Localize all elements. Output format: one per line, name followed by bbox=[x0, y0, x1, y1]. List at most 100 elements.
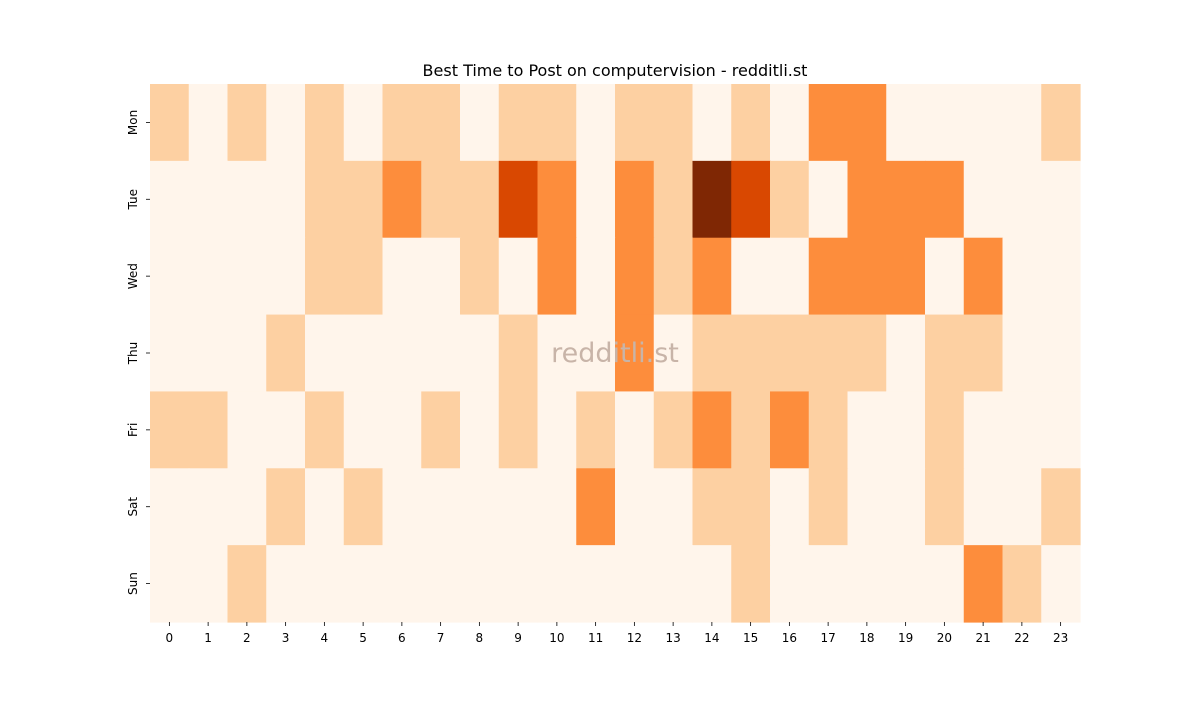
y-axis: Mon Tue Wed Thu Fri Sat Sun bbox=[126, 110, 150, 595]
heatmap-cell-sun-20 bbox=[925, 545, 965, 623]
x-tick-label-20: 20 bbox=[937, 631, 952, 645]
heatmap-cell-sun-14 bbox=[692, 545, 732, 623]
y-tick-label-tue: Tue bbox=[126, 189, 140, 211]
x-tick-label-22: 22 bbox=[1014, 631, 1029, 645]
heatmap-cell-fri-1 bbox=[188, 391, 229, 469]
heatmap-cell-tue-17 bbox=[808, 160, 849, 239]
heatmap-cell-wed-4 bbox=[305, 237, 345, 316]
heatmap-cell-sun-22 bbox=[1002, 545, 1042, 623]
heatmap-cell-fri-6 bbox=[382, 391, 422, 469]
heatmap-cell-tue-10 bbox=[537, 160, 577, 239]
heatmap-cell-sat-20 bbox=[925, 468, 965, 546]
heatmap-cell-thu-0 bbox=[150, 314, 190, 393]
heatmap-cell-wed-15 bbox=[731, 237, 771, 316]
heatmap-cell-sat-1 bbox=[188, 468, 229, 546]
x-tick-label-15: 15 bbox=[743, 631, 758, 645]
heatmap-cell-thu-14 bbox=[692, 314, 732, 393]
x-tick-label-6: 6 bbox=[398, 631, 406, 645]
heatmap-cell-sun-4 bbox=[305, 545, 345, 623]
heatmap-cell-tue-3 bbox=[266, 160, 306, 239]
heatmap-cell-fri-10 bbox=[537, 391, 577, 469]
heatmap-cell-tue-18 bbox=[847, 160, 887, 239]
heatmap-cell-wed-18 bbox=[847, 237, 887, 316]
x-tick-label-19: 19 bbox=[898, 631, 913, 645]
heatmap-cell-tue-14 bbox=[692, 160, 732, 239]
heatmap-cell-sun-19 bbox=[886, 545, 926, 623]
heatmap-cell-tue-7 bbox=[421, 160, 461, 239]
heatmap-cell-thu-2 bbox=[227, 314, 267, 393]
heatmap-cell-wed-2 bbox=[227, 237, 267, 316]
heatmap-cell-fri-20 bbox=[925, 391, 965, 469]
heatmap-cell-tue-15 bbox=[731, 160, 771, 239]
heatmap-cell-sun-16 bbox=[770, 545, 810, 623]
x-tick-label-10: 10 bbox=[549, 631, 564, 645]
heatmap-cell-wed-23 bbox=[1041, 237, 1081, 316]
heatmap-cell-thu-17 bbox=[808, 314, 849, 393]
heatmap-cell-sat-9 bbox=[498, 468, 539, 546]
heatmap-cell-tue-21 bbox=[963, 160, 1004, 239]
heatmap-cell-sun-8 bbox=[460, 545, 500, 623]
heatmap-cell-mon-15 bbox=[731, 84, 771, 162]
heatmap-cell-tue-4 bbox=[305, 160, 345, 239]
y-tick-label-thu: Thu bbox=[126, 342, 140, 366]
heatmap-cell-mon-19 bbox=[886, 84, 926, 162]
y-tick-label-sat: Sat bbox=[126, 497, 140, 517]
heatmap-cell-mon-22 bbox=[1002, 84, 1042, 162]
heatmap-cell-mon-0 bbox=[150, 84, 190, 162]
heatmap-cell-fri-21 bbox=[963, 391, 1004, 469]
heatmap-cell-sat-22 bbox=[1002, 468, 1042, 546]
heatmap-cell-thu-20 bbox=[925, 314, 965, 393]
heatmap-cell-fri-9 bbox=[498, 391, 539, 469]
heatmap-cell-wed-21 bbox=[963, 237, 1004, 316]
heatmap-cell-sun-11 bbox=[576, 545, 616, 623]
heatmap-cell-sun-15 bbox=[731, 545, 771, 623]
heatmap-cell-fri-23 bbox=[1041, 391, 1081, 469]
heatmap-cell-thu-7 bbox=[421, 314, 461, 393]
heatmap-cell-mon-9 bbox=[498, 84, 539, 162]
heatmap-cell-mon-4 bbox=[305, 84, 345, 162]
heatmap-cell-fri-18 bbox=[847, 391, 887, 469]
heatmap-cell-sun-23 bbox=[1041, 545, 1081, 623]
heatmap-cell-sat-0 bbox=[150, 468, 190, 546]
heatmap-cell-wed-11 bbox=[576, 237, 616, 316]
heatmap-cell-mon-12 bbox=[615, 84, 655, 162]
heatmap-cell-sun-0 bbox=[150, 545, 190, 623]
heatmap-cell-thu-16 bbox=[770, 314, 810, 393]
heatmap-cell-sat-5 bbox=[343, 468, 384, 546]
heatmap-cell-tue-13 bbox=[653, 160, 694, 239]
heatmap-cell-mon-8 bbox=[460, 84, 500, 162]
heatmap-cell-thu-13 bbox=[653, 314, 694, 393]
heatmap-cell-mon-21 bbox=[963, 84, 1004, 162]
heatmap-cell-fri-4 bbox=[305, 391, 345, 469]
heatmap-cell-sat-14 bbox=[692, 468, 732, 546]
heatmap-cell-thu-18 bbox=[847, 314, 887, 393]
heatmap-cell-wed-5 bbox=[343, 237, 384, 316]
heatmap-cell-wed-9 bbox=[498, 237, 539, 316]
heatmap-cell-thu-1 bbox=[188, 314, 229, 393]
heatmap-cell-tue-2 bbox=[227, 160, 267, 239]
heatmap-cell-thu-15 bbox=[731, 314, 771, 393]
heatmap-cell-wed-10 bbox=[537, 237, 577, 316]
heatmap-cell-fri-7 bbox=[421, 391, 461, 469]
heatmap-cell-mon-18 bbox=[847, 84, 887, 162]
heatmap-cell-thu-19 bbox=[886, 314, 926, 393]
heatmap-cell-sat-8 bbox=[460, 468, 500, 546]
x-tick-label-14: 14 bbox=[704, 631, 719, 645]
heatmap-cell-wed-3 bbox=[266, 237, 306, 316]
heatmap-cell-thu-9 bbox=[498, 314, 539, 393]
heatmap-cell-sun-7 bbox=[421, 545, 461, 623]
heatmap-cell-sat-6 bbox=[382, 468, 422, 546]
heatmap-cell-tue-0 bbox=[150, 160, 190, 239]
heatmap-cell-mon-5 bbox=[343, 84, 384, 162]
x-tick-label-7: 7 bbox=[437, 631, 445, 645]
heatmap-cell-wed-17 bbox=[808, 237, 849, 316]
y-tick-label-sun: Sun bbox=[126, 572, 140, 595]
heatmap-cell-mon-2 bbox=[227, 84, 267, 162]
heatmap-cell-tue-8 bbox=[460, 160, 500, 239]
heatmap-cell-sun-2 bbox=[227, 545, 267, 623]
heatmap-cell-tue-23 bbox=[1041, 160, 1081, 239]
heatmap-cell-tue-19 bbox=[886, 160, 926, 239]
heatmap-cell-wed-8 bbox=[460, 237, 500, 316]
